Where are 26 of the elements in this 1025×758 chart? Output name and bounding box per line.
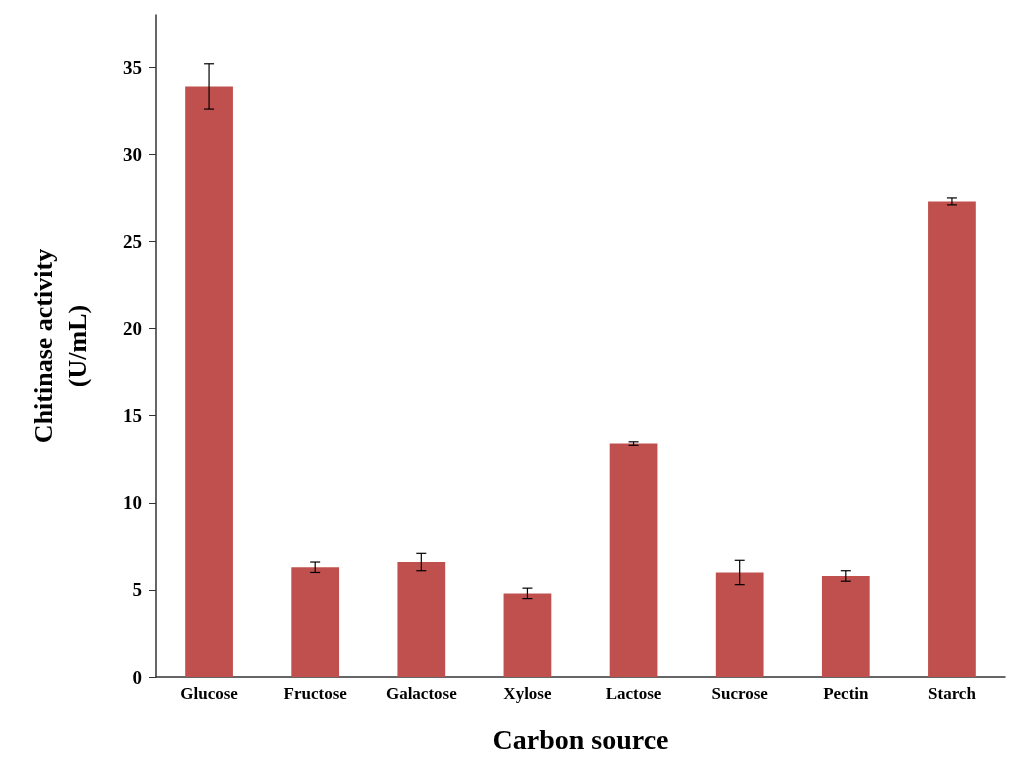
x-tick-label: Glucose xyxy=(180,684,239,703)
y-tick-label: 15 xyxy=(123,405,142,427)
bar xyxy=(503,593,552,677)
x-tick-label: Galactose xyxy=(385,684,458,703)
y-axis-title: Chitinase activity (U/mL) xyxy=(28,248,92,444)
bar xyxy=(609,443,658,677)
bar xyxy=(715,572,764,677)
x-tick-label: Starch xyxy=(928,684,977,703)
y-tick-label: 30 xyxy=(123,143,142,165)
x-tick-label: Fructose xyxy=(283,684,348,703)
bar xyxy=(397,562,446,677)
bar xyxy=(185,86,233,677)
y-tick-label: 10 xyxy=(123,492,142,514)
x-tick-label: Sucrose xyxy=(711,684,769,703)
y-tick-label: 5 xyxy=(132,579,142,601)
x-tick-label: Xylose xyxy=(503,684,552,703)
bar xyxy=(928,201,976,677)
y-tick-label: 0 xyxy=(132,666,142,688)
x-tick-label: Lactose xyxy=(605,684,662,703)
y-tick-label: 20 xyxy=(123,318,142,340)
y-tick-label: 25 xyxy=(123,230,142,252)
bar xyxy=(821,575,870,677)
y-tick-label: 35 xyxy=(123,56,142,78)
x-tick-label: Pectin xyxy=(823,684,870,703)
bar xyxy=(291,567,340,677)
x-axis-title: Carbon source xyxy=(492,723,669,755)
